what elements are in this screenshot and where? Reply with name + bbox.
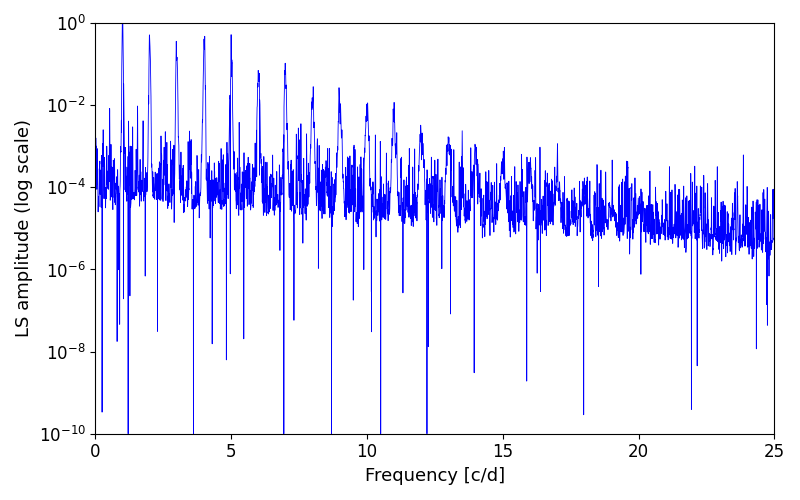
Y-axis label: LS amplitude (log scale): LS amplitude (log scale) [15,120,33,338]
X-axis label: Frequency [c/d]: Frequency [c/d] [365,467,505,485]
